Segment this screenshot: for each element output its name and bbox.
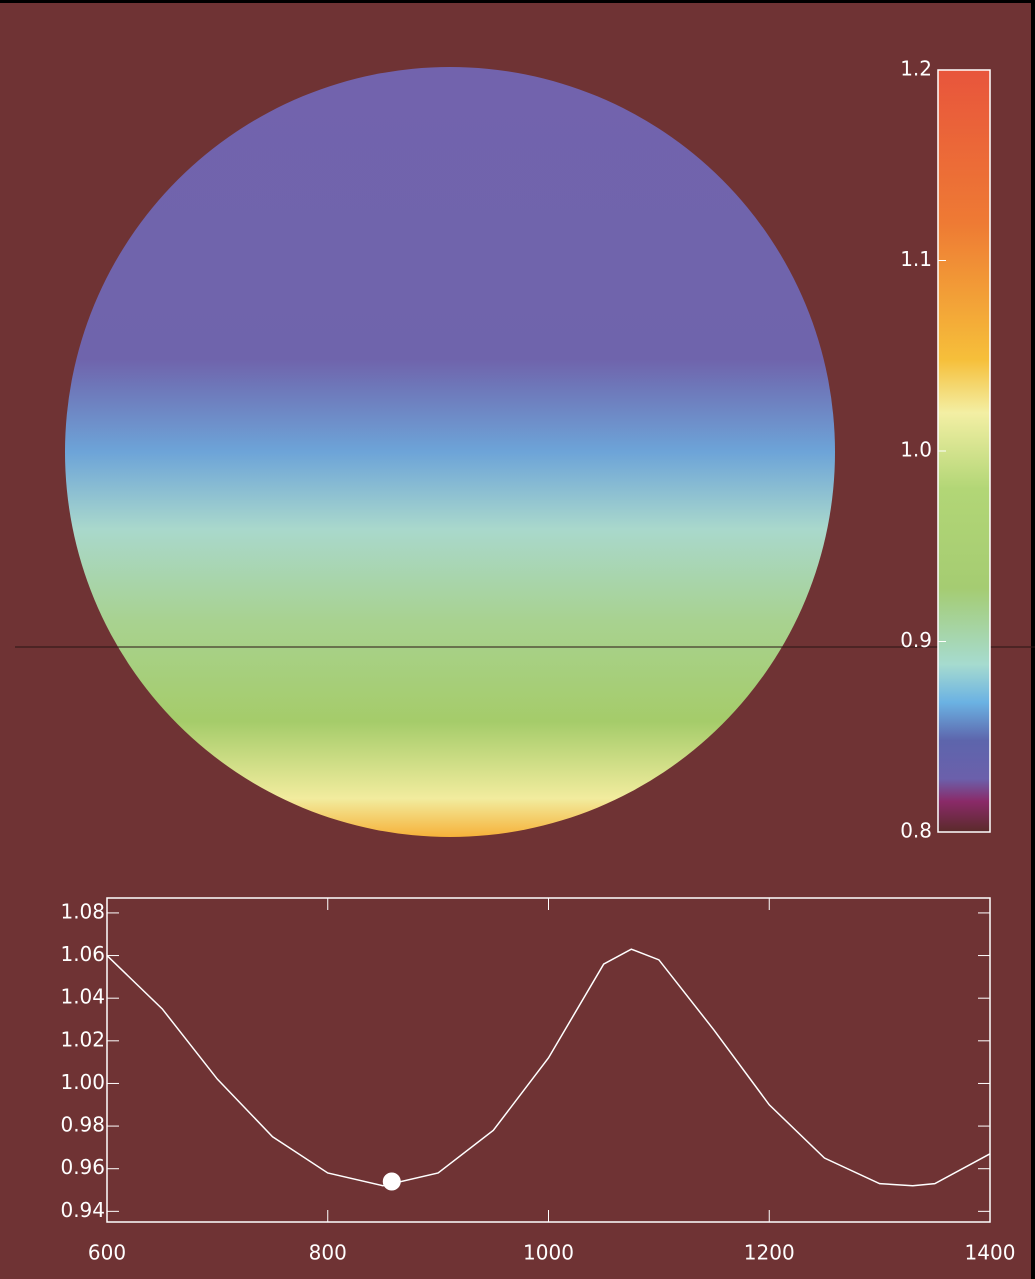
y-tick-label: 1.04: [60, 985, 105, 1009]
y-tick-label: 0.96: [60, 1155, 105, 1179]
colorbar-tick-label: 1.2: [900, 57, 932, 81]
x-tick-label: 600: [88, 1241, 126, 1265]
y-tick-label: 0.98: [60, 1113, 105, 1137]
colorbar: [937, 69, 991, 833]
x-tick-label: 1000: [523, 1241, 574, 1265]
colorbar-tick-label: 1.0: [900, 438, 932, 462]
y-tick-label: 1.02: [60, 1027, 105, 1051]
y-tick-label: 1.08: [60, 899, 105, 923]
sphere: [65, 67, 835, 837]
y-tick-label: 0.94: [60, 1198, 105, 1222]
y-tick-label: 1.00: [60, 1070, 105, 1094]
current-point: [382, 1172, 401, 1191]
y-tick-label: 1.06: [60, 942, 105, 966]
x-tick-label: 1400: [965, 1241, 1016, 1265]
colorbar-tick-label: 1.1: [900, 247, 932, 271]
x-tick-label: 800: [309, 1241, 347, 1265]
colorbar-tick-label: 0.8: [900, 819, 932, 843]
x-tick-label: 1200: [744, 1241, 795, 1265]
colorbar-tick-label: 0.9: [900, 628, 932, 652]
data-line: [106, 948, 991, 1187]
